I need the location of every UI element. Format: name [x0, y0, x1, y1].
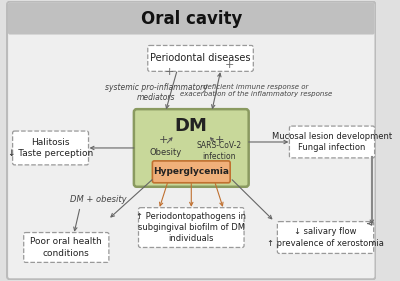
- FancyBboxPatch shape: [148, 46, 253, 71]
- Text: SARS-CoV-2
infection: SARS-CoV-2 infection: [196, 141, 242, 161]
- Text: DM + obesity: DM + obesity: [70, 195, 127, 204]
- FancyBboxPatch shape: [290, 126, 374, 158]
- Text: Halitosis
↓ Taste perception: Halitosis ↓ Taste perception: [8, 138, 93, 158]
- Text: +: +: [214, 135, 224, 145]
- FancyBboxPatch shape: [138, 208, 244, 248]
- Text: Periodontal diseases: Periodontal diseases: [150, 53, 251, 64]
- Text: Oral cavity: Oral cavity: [140, 10, 242, 28]
- FancyBboxPatch shape: [134, 109, 249, 187]
- FancyBboxPatch shape: [152, 161, 230, 183]
- FancyBboxPatch shape: [24, 233, 109, 262]
- FancyBboxPatch shape: [277, 222, 374, 253]
- FancyBboxPatch shape: [13, 131, 88, 165]
- Text: ↑ Periodontopathogens in
subgingival biofilm of DM
individuals: ↑ Periodontopathogens in subgingival bio…: [136, 212, 246, 243]
- Text: +: +: [224, 60, 234, 70]
- Text: DM: DM: [175, 117, 208, 135]
- Text: Obesity: Obesity: [149, 148, 182, 157]
- Text: Poor oral health
conditions: Poor oral health conditions: [30, 237, 102, 257]
- FancyBboxPatch shape: [8, 3, 374, 35]
- Text: +: +: [159, 135, 168, 145]
- Text: Hyperglycemia: Hyperglycemia: [153, 167, 229, 176]
- Text: ↓ salivary flow
↑ prevalence of xerostomia: ↓ salivary flow ↑ prevalence of xerostom…: [267, 227, 384, 248]
- Text: +: +: [164, 67, 174, 77]
- Text: deficient immune response or
exacerbation of the inflammatory response: deficient immune response or exacerbatio…: [180, 84, 332, 97]
- Text: Mucosal lesion development
Fungal infection: Mucosal lesion development Fungal infect…: [272, 132, 392, 152]
- Text: systemic pro-inflammatory
mediators: systemic pro-inflammatory mediators: [105, 83, 208, 102]
- FancyBboxPatch shape: [7, 2, 376, 279]
